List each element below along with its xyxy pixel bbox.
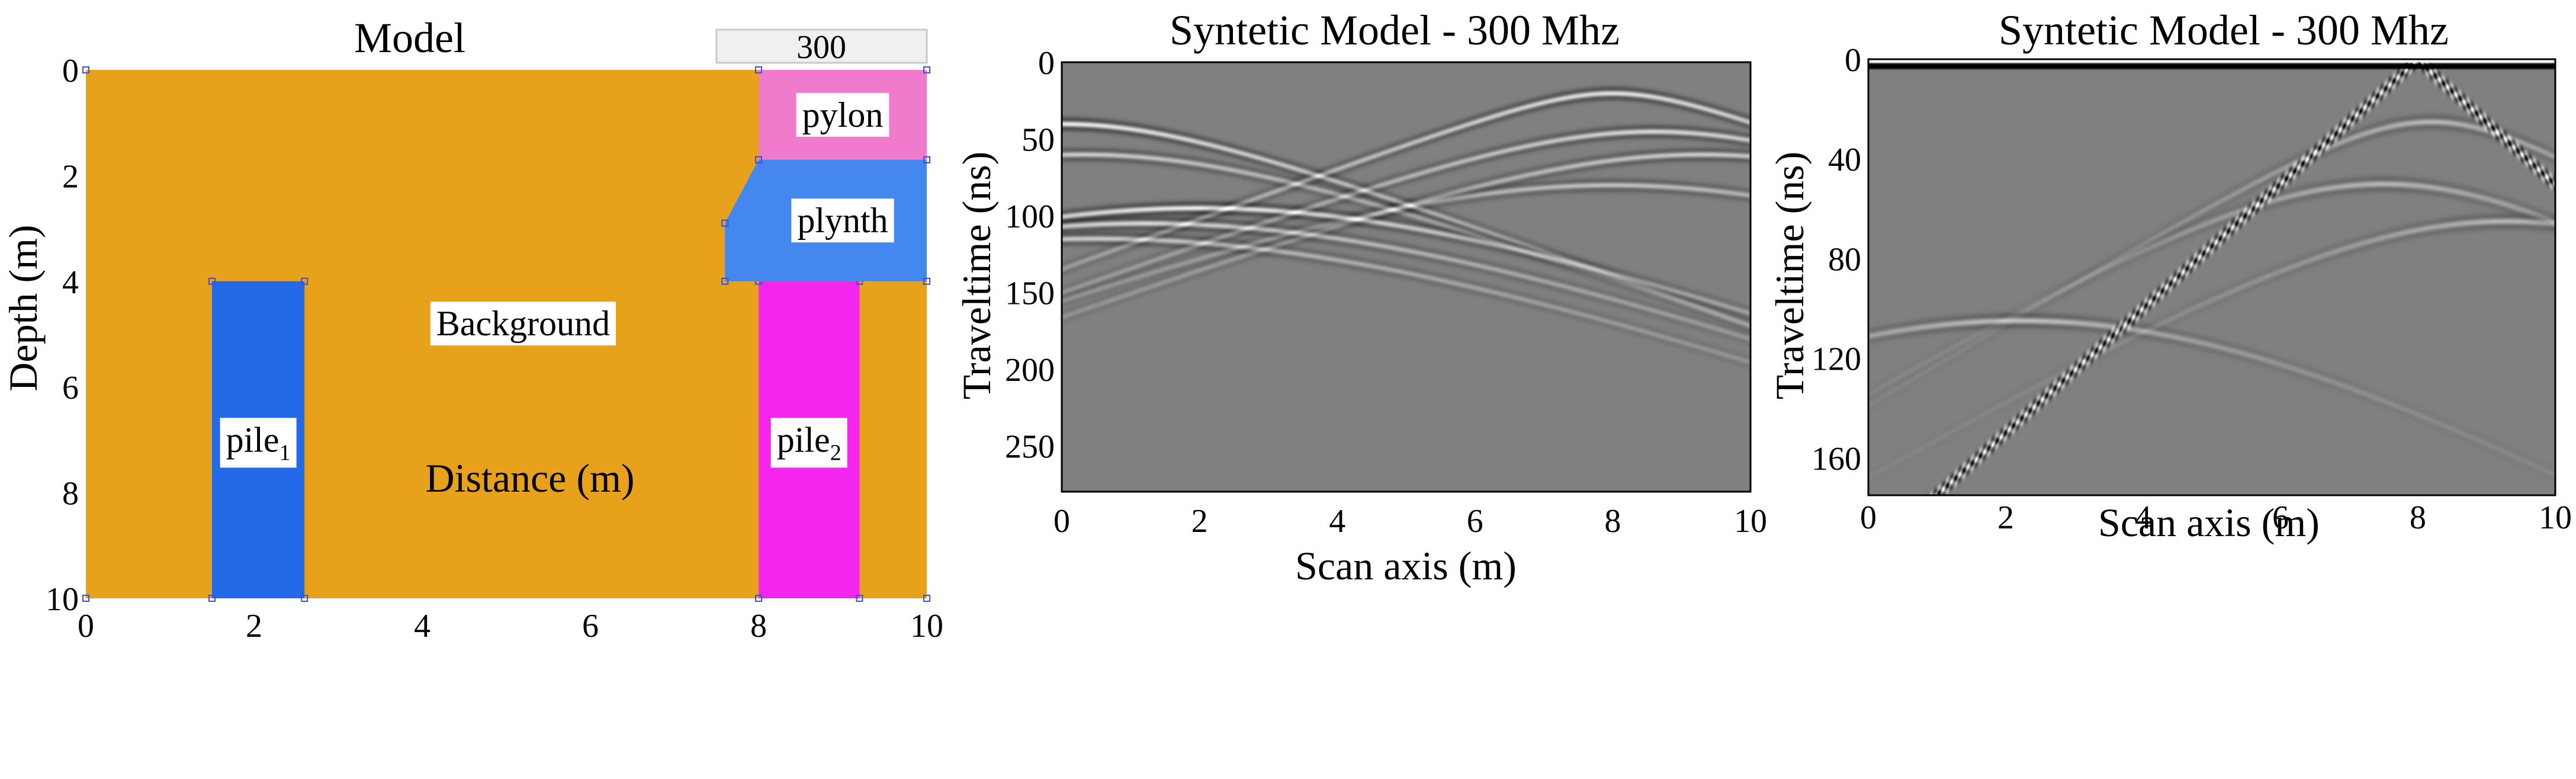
model-xtick: 0 [78,608,94,645]
radargram-1-title: Syntetic Model - 300 Mhz [1170,7,1620,54]
radargram-2-ytick: 40 [1828,142,1861,178]
radargram-1-ytick: 100 [1005,198,1055,235]
vertex-handle-plynth-2 [923,277,930,285]
radargram-1-image [1062,62,1750,492]
radargram-1-ytick: 150 [1005,275,1055,312]
radargram-2-frame [1867,58,2556,496]
model-box-widget: 300 [715,28,928,66]
radargram-1-ylabel: Traveltime (ns) [954,152,999,400]
model-region-labels: Background pile1 pile2 pylon plynth [220,92,894,468]
vertex-handle-Background-0 [82,66,89,73]
radargram-2-xtick: 4 [2135,499,2151,536]
radargram-2-xtick: 2 [1997,499,2014,536]
model-xtick: 2 [246,608,262,645]
radargram-1-xtick: 4 [1329,503,1345,540]
radargram-1-ytick: 0 [1038,45,1055,82]
radargram-1-frame [1061,61,1752,493]
region-label-pylon: pylon [802,95,884,134]
radargram-2-ytick: 120 [1811,341,1861,378]
radargram-1-xtick: 2 [1191,503,1208,540]
radargram-1-xtick: 8 [1604,503,1621,540]
model-xtick: 8 [750,608,767,645]
model-title: Model [354,14,465,62]
model-panel: Model 300 Background pile1 pile2 pylon plynt… [1,14,943,645]
radargram-1-xtick: 6 [1467,503,1483,540]
radargram-1-xlabel: Scan axis (m) [1295,543,1517,588]
vertex-handle-pile1-1 [301,277,309,285]
radargram-2-ytick: 160 [1811,441,1861,477]
model-ylabel: Depth (m) [1,225,46,391]
vertex-handle-Background-3 [82,595,89,602]
region-label-bg-pylon [796,92,889,137]
radargram-2-xtick: 6 [2272,499,2289,536]
model-ytick: 10 [46,581,79,618]
region-label-pile2: pile2 [777,420,841,465]
region-label-bg-Background [430,302,616,346]
vertex-handle-pile1-0 [208,277,216,285]
region-label-bg-pile1 [220,418,297,468]
model-xtick: 4 [414,608,431,645]
model-ytick: 8 [62,476,79,512]
radargram-1-xtick: 10 [1734,503,1767,540]
model-xtick: 10 [910,608,943,645]
radargram-2-xtick: 8 [2410,499,2426,536]
region-label-pile1: pile1 [226,420,291,465]
radargram-2-xtick: 10 [2539,499,2572,536]
vertex-handle-pylon-0 [755,66,762,73]
region-label-bg-pile2 [770,418,847,468]
vertex-handle-Background-2 [923,595,930,602]
radargram-2-xlabel: Scan axis (m) [2098,500,2320,545]
vertex-handle-plynth-3 [721,277,729,285]
vertex-handle-pylon-1 [923,66,930,73]
model-ytick: 0 [62,53,79,89]
model-xtick: 6 [582,608,599,645]
vertex-handle-pile2-2 [856,595,863,602]
model-ytick: 2 [62,158,79,195]
region-label-bg-plynth [791,198,894,243]
region-label-Background: Background [436,304,610,343]
model-box-label: 300 [796,29,846,66]
radargram-2-panel: Syntetic Model - 300 Mhz 0 2 4 6 8 10 0 40 80 120… [1767,7,2572,545]
radargram-1-panel: Syntetic Model - 300 Mhz 0 2 4 6 8 1005010015… [954,7,1767,588]
model-ytick: 4 [62,264,79,301]
radargram-1-ytick: 250 [1005,428,1055,465]
radargram-1-xtick: 0 [1053,503,1070,540]
region-label-plynth: plynth [797,201,888,240]
radargram-2-xtick: 0 [1860,499,1877,536]
radargram-1-ytick: 200 [1005,352,1055,389]
radargram-2-image [1868,59,2555,495]
vertex-handle-pile1-2 [301,595,309,602]
vertex-handle-pile1-3 [208,595,216,602]
radargram-2-ytick: 0 [1845,42,1861,79]
radargram-2-title: Syntetic Model - 300 Mhz [1999,7,2449,54]
model-xlabel: Distance (m) [425,456,634,501]
radargram-2-ytick: 80 [1828,241,1861,278]
model-box [715,28,928,64]
radargram-1-ytick: 50 [1022,121,1055,158]
vertex-handle-plynth-4 [721,219,729,227]
vertex-handle-plynth-0 [755,156,762,164]
vertex-handle-pile2-3 [755,595,762,602]
radargram-2-ticks: 0 2 4 6 8 10 0 40 80 120 160 [1811,42,2572,536]
vertex-handle-plynth-1 [923,156,930,164]
model-ytick: 6 [62,370,79,406]
radargram-2-ylabel: Traveltime (ns) [1767,152,1812,400]
